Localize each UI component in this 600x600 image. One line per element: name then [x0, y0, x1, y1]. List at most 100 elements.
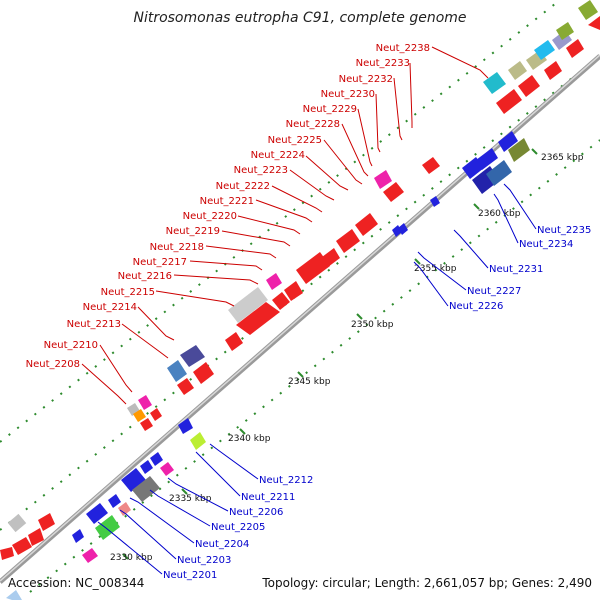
gene-label: Neut_2215 — [101, 287, 155, 298]
leader-line — [149, 489, 211, 527]
gene-label: Neut_2228 — [286, 119, 340, 130]
tick-mark — [122, 553, 129, 560]
gene-feature — [430, 196, 440, 207]
leader-line — [137, 306, 175, 341]
leader-line — [173, 274, 259, 285]
gene-label: Neut_2234 — [519, 239, 573, 250]
gene-label: Neut_2226 — [449, 301, 503, 312]
leader-line — [119, 509, 177, 560]
tick-label: 2365 kbp — [541, 153, 584, 163]
leader-line — [341, 123, 369, 177]
gene-feature — [140, 460, 153, 474]
gene-feature — [160, 462, 174, 476]
gene-label: Neut_2204 — [195, 539, 249, 550]
leader-line — [357, 108, 373, 167]
gene-feature — [82, 548, 98, 563]
gene-feature — [398, 223, 408, 235]
leader-line — [205, 245, 277, 259]
gene-feature — [150, 408, 162, 421]
genes-forward-strand — [0, 0, 600, 560]
gene-feature — [167, 360, 187, 382]
gene-feature — [72, 529, 84, 543]
leader-line — [503, 183, 537, 230]
gene-feature — [177, 378, 194, 395]
leader-line — [453, 229, 489, 269]
accession-text: Accession: NC_008344 — [8, 576, 144, 590]
leader-line — [81, 363, 127, 405]
gene-feature — [588, 16, 600, 30]
gene-feature — [272, 292, 290, 310]
gene-feature — [578, 0, 598, 20]
tick-mark — [473, 203, 480, 210]
gene-feature — [476, 148, 498, 170]
gene-feature — [150, 452, 163, 466]
gene-label: Neut_2238 — [376, 43, 430, 54]
gene-feature — [374, 170, 392, 189]
tick-labels: 2330 kbp 2335 kbp 2340 kbp 2345 kbp 2350… — [110, 153, 584, 563]
leader-line — [393, 77, 403, 141]
gene-feature — [95, 515, 120, 540]
genome-info-text: Topology: circular; Length: 2,661,057 bp… — [261, 576, 592, 590]
gene-feature — [355, 213, 378, 236]
leader-line — [271, 185, 323, 213]
gene-feature — [544, 61, 562, 80]
gene-label: Neut_2217 — [133, 257, 187, 268]
tick-mark — [531, 148, 538, 155]
gene-feature — [133, 409, 146, 422]
gene-label: Neut_2219 — [166, 226, 220, 237]
gene-feature — [486, 160, 512, 186]
gene-feature — [118, 502, 131, 516]
dotted-guide-outer — [0, 0, 561, 443]
map-title: Nitrosomonas eutropha C91, complete geno… — [133, 10, 466, 26]
gene-feature — [383, 182, 404, 202]
gene-label: Neut_2220 — [183, 211, 237, 222]
gene-feature — [336, 229, 360, 253]
gene-label: Neut_2235 — [537, 225, 591, 236]
gene-feature — [138, 395, 152, 410]
gene-feature — [518, 75, 540, 97]
leader-line — [99, 344, 133, 393]
gene-feature — [566, 39, 584, 58]
leader-line — [129, 497, 195, 544]
gene-label: Neut_2232 — [339, 74, 393, 85]
backbone-ticks — [122, 148, 538, 560]
tick-label: 2360 kbp — [478, 209, 521, 219]
leader-line — [413, 261, 449, 307]
gene-label: Neut_2212 — [259, 475, 313, 486]
leader-line — [417, 251, 467, 291]
tick-mark — [414, 258, 421, 265]
gene-label: Neut_2229 — [303, 104, 357, 115]
tick-label: 2335 kbp — [169, 494, 212, 504]
gene-label: Neut_2222 — [216, 181, 270, 192]
gene-feature — [108, 494, 121, 508]
gene-feature — [12, 537, 32, 555]
gene-label: Neut_2223 — [234, 165, 288, 176]
leader-line — [493, 193, 519, 244]
gene-label: Neut_2213 — [67, 319, 121, 330]
gene-label: Neut_2225 — [268, 135, 322, 146]
leader-line — [209, 443, 259, 480]
leader-line — [289, 169, 335, 201]
leader-line — [97, 521, 163, 575]
gene-label: Neut_2211 — [241, 492, 295, 503]
gene-feature — [534, 40, 555, 60]
gene-label: Neut_2208 — [26, 359, 80, 370]
leader-line — [375, 93, 381, 153]
gene-feature — [508, 61, 527, 80]
leader-line — [431, 46, 489, 79]
gene-label: Neut_2218 — [150, 242, 204, 253]
leader-line — [195, 451, 241, 497]
leader-line — [237, 215, 301, 235]
gene-feature — [236, 302, 280, 335]
gene-label: Neut_2230 — [321, 89, 375, 100]
gene-feature — [6, 590, 22, 600]
tick-mark — [181, 488, 188, 495]
gene-labels-bottom: Neut_2235 Neut_2234 Neut_2231 Neut_2227 … — [163, 225, 591, 581]
tick-label: 2345 kbp — [288, 377, 331, 387]
gene-feature — [132, 476, 160, 502]
gene-feature — [284, 281, 303, 301]
tick-label: 2355 kbp — [414, 264, 457, 274]
gene-feature — [422, 157, 440, 174]
